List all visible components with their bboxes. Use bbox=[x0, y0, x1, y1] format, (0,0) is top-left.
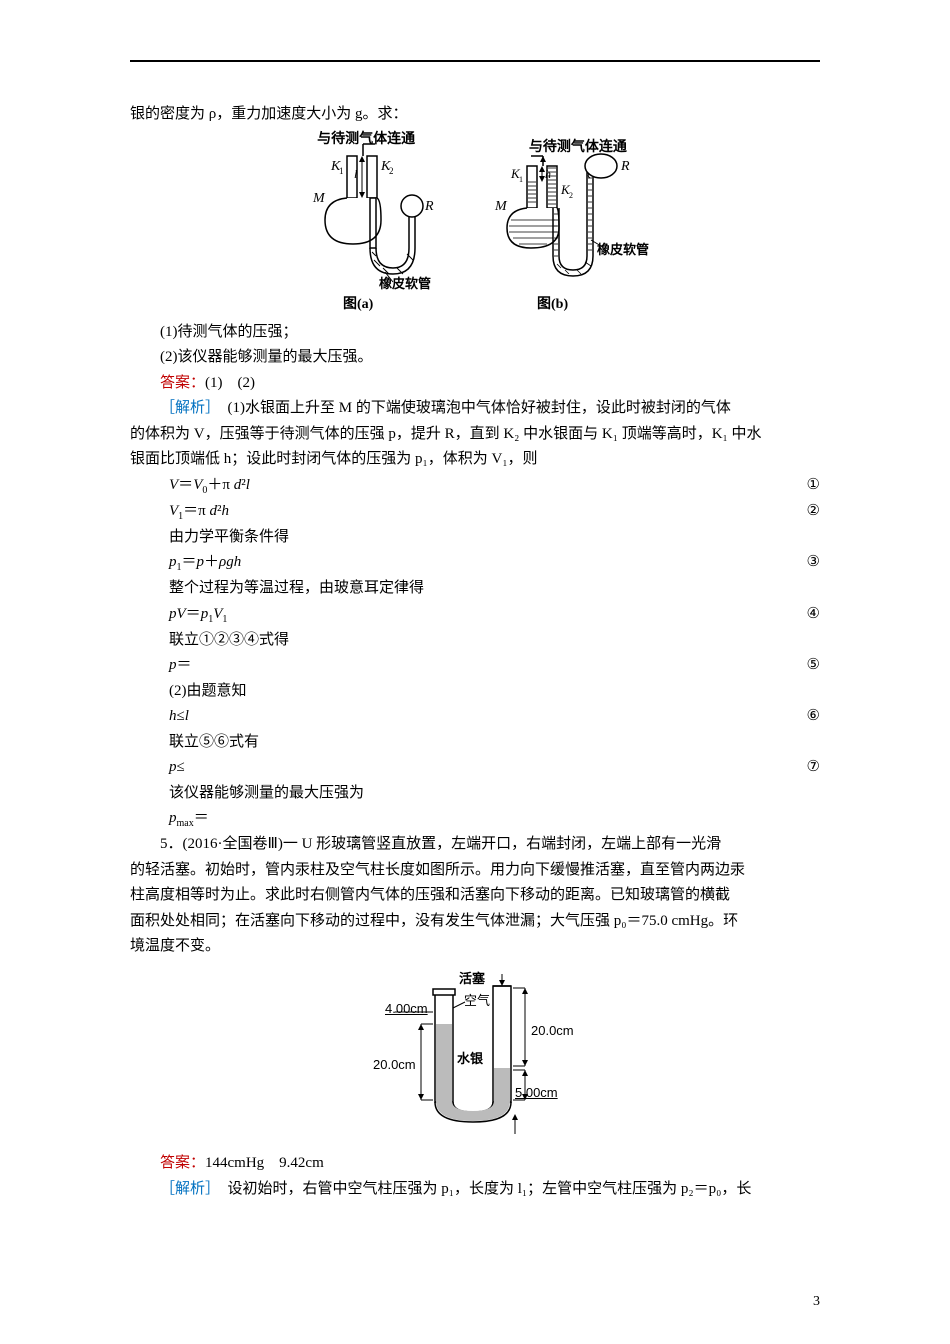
jiexi-body: (1)水银面上升至 M 的下端使玻璃泡中气体恰好被封住，设此时被封闭的气体 bbox=[213, 400, 731, 416]
figure-b: 与待测气体连通 bbox=[465, 134, 675, 314]
svg-text:1: 1 bbox=[519, 175, 523, 184]
analysis-2: ［解析］ 设初始时，右管中空气柱压强为 p₁，长度为 l₁；左管中空气柱压强为 … bbox=[130, 1177, 820, 1203]
q5-b: 的轻活塞。初始时，管内汞柱及空气柱长度如图所示。用力向下缓慢推活塞，直至管内两边… bbox=[130, 858, 820, 884]
intro-line: 银的密度为 ρ，重力加速度大小为 g。求： bbox=[130, 102, 820, 128]
answer-label: 答案： bbox=[160, 375, 205, 391]
u-hg: 水银 bbox=[457, 1048, 483, 1070]
eq-5-text: 整个过程为等温过程，由玻意耳定律得 bbox=[130, 576, 820, 602]
q5-a: 5．(2016·全国卷Ⅲ)一 U 形玻璃管竖直放置，左端开口，右端封闭，左端上部… bbox=[130, 832, 820, 858]
jiexi-body-2: 设初始时，右管中空气柱压强为 p₁，长度为 l₁；左管中空气柱压强为 p₂＝p₀… bbox=[213, 1181, 752, 1197]
fig-a-top-label: 与待测气体连通 bbox=[317, 128, 415, 152]
eq-12: p≤⑦ bbox=[130, 755, 820, 781]
answer-1: 答案：(1) (2) bbox=[130, 371, 820, 397]
svg-text:R: R bbox=[620, 159, 630, 174]
q2: (2)该仪器能够测量的最大压强。 bbox=[130, 345, 820, 371]
eq-10: h≤l⑥ bbox=[130, 704, 820, 730]
svg-text:M: M bbox=[312, 191, 326, 206]
horizontal-rule bbox=[130, 60, 820, 62]
answer-label-2: 答案： bbox=[160, 1155, 205, 1171]
figure-row: 与待测气体连通 bbox=[130, 134, 820, 314]
eq-14: pmax＝ bbox=[130, 806, 820, 832]
eq-3-text: 由力学平衡条件得 bbox=[130, 525, 820, 551]
jiexi-line3: 银面比顶端低 h；设此时封闭气体的压强为 p₁，体积为 V₁，则 bbox=[130, 447, 820, 473]
svg-text:图(b): 图(b) bbox=[537, 296, 568, 312]
eq-1: V＝V0＋π d²l① bbox=[130, 473, 820, 499]
svg-text:2: 2 bbox=[389, 166, 394, 176]
fig-b-svg: h bbox=[465, 134, 675, 314]
page-number: 3 bbox=[813, 1290, 820, 1314]
u-4: 4.00cm bbox=[385, 998, 428, 1020]
jiexi-line2: 的体积为 V，压强等于待测气体的压强 p，提升 R，直到 K₂ 中水银面与 K₁… bbox=[130, 422, 820, 448]
u-air: 空气 bbox=[464, 990, 490, 1012]
fig-a-svg: K 1 K 2 l M R 橡皮软管 图(a) bbox=[275, 134, 445, 314]
page: 银的密度为 ρ，重力加速度大小为 g。求： 与待测气体连通 bbox=[0, 0, 950, 1344]
svg-text:橡皮软管: 橡皮软管 bbox=[379, 276, 431, 291]
svg-text:M: M bbox=[494, 199, 508, 214]
utube-figure: 活塞 空气 4.00cm 20.0cm 20.0cm 5.00cm 水银 bbox=[130, 966, 820, 1146]
q5-e: 境温度不变。 bbox=[130, 934, 820, 960]
u-piston: 活塞 bbox=[459, 968, 485, 990]
q1: (1)待测气体的压强； bbox=[130, 320, 820, 346]
jiexi-label-2: ［解析］ bbox=[160, 1181, 213, 1197]
figure-a: 与待测气体连通 bbox=[275, 134, 445, 314]
u-5: 5.00cm bbox=[515, 1082, 558, 1104]
u-20r: 20.0cm bbox=[531, 1020, 574, 1042]
svg-text:R: R bbox=[424, 199, 434, 214]
eq-2: V1＝π d²h② bbox=[130, 499, 820, 525]
eq-7-text: 联立①②③④式得 bbox=[130, 628, 820, 654]
fig-b-top-label: 与待测气体连通 bbox=[529, 136, 627, 160]
eq-9-text: (2)由题意知 bbox=[130, 679, 820, 705]
u-20l: 20.0cm bbox=[373, 1054, 416, 1076]
svg-text:1: 1 bbox=[339, 166, 344, 176]
answer-parts: (1) (2) bbox=[205, 375, 255, 391]
q5-c: 柱高度相等时为止。求此时右侧管内气体的压强和活塞向下移动的距离。已知玻璃管的横截 bbox=[130, 883, 820, 909]
analysis-1: ［解析］ (1)水银面上升至 M 的下端使玻璃泡中气体恰好被封住，设此时被封闭的… bbox=[130, 396, 820, 422]
svg-text:橡皮软管: 橡皮软管 bbox=[597, 242, 649, 257]
eq-6: pV＝p1V1④ bbox=[130, 602, 820, 628]
eq-4: p1＝p＋ρgh③ bbox=[130, 550, 820, 576]
eq-11-text: 联立⑤⑥式有 bbox=[130, 730, 820, 756]
eq-8: p＝⑤ bbox=[130, 653, 820, 679]
answer-2: 答案：144cmHg 9.42cm bbox=[130, 1151, 820, 1177]
jiexi-label: ［解析］ bbox=[160, 400, 213, 416]
eq-13-text: 该仪器能够测量的最大压强为 bbox=[130, 781, 820, 807]
svg-text:h: h bbox=[545, 167, 551, 181]
q5-d: 面积处处相同；在活塞向下移动的过程中，没有发生气体泄漏；大气压强 p₀＝75.0… bbox=[130, 909, 820, 935]
svg-text:2: 2 bbox=[569, 191, 573, 200]
answer-value-2: 144cmHg 9.42cm bbox=[205, 1155, 324, 1171]
svg-text:图(a): 图(a) bbox=[343, 296, 374, 312]
